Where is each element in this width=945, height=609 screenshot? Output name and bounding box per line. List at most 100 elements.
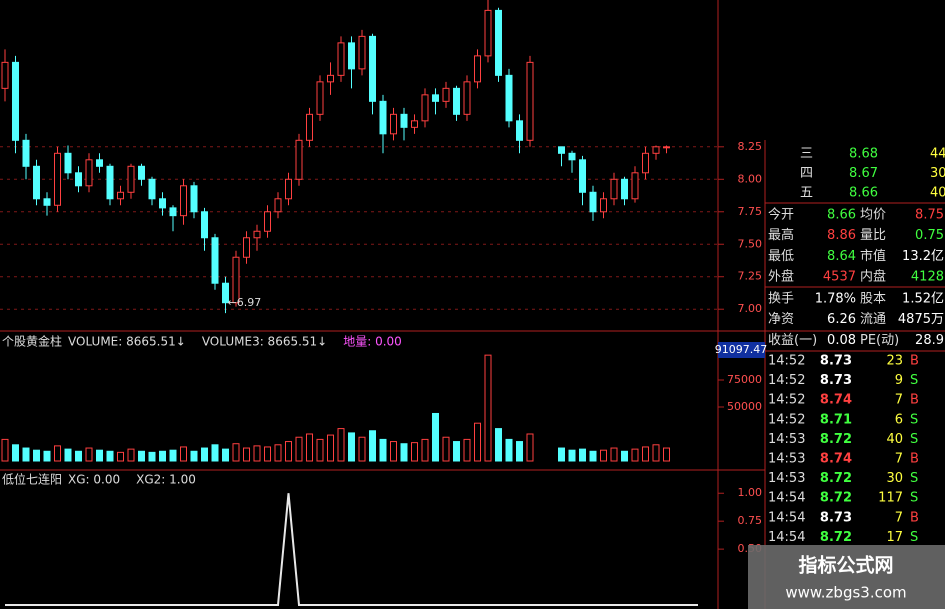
candle-body bbox=[453, 87, 460, 115]
indicator-label: VOLUME: 8665.51↓ bbox=[68, 335, 186, 349]
indicator-label: XG2: 1.00 bbox=[136, 473, 196, 487]
candle-body bbox=[568, 152, 576, 161]
quote-label: 换手 bbox=[768, 292, 794, 307]
volume-bar bbox=[411, 442, 418, 462]
trade-time: 14:53 bbox=[768, 432, 805, 447]
volume-bar bbox=[453, 441, 460, 462]
trade-price: 8.72 bbox=[820, 530, 852, 545]
volume-bar bbox=[390, 441, 397, 462]
candle-body bbox=[505, 74, 513, 122]
volume-bar bbox=[138, 450, 145, 462]
volume-bar bbox=[12, 444, 19, 462]
low-annotation: ←6.97 bbox=[228, 296, 262, 309]
candle-body bbox=[579, 159, 586, 193]
volume-bar bbox=[148, 451, 156, 462]
quote-label: 今开 bbox=[768, 207, 794, 223]
trade-side: S bbox=[910, 471, 918, 486]
trade-time: 14:53 bbox=[768, 452, 805, 467]
candle-body bbox=[222, 282, 229, 304]
y-tick-label: 7.75 bbox=[738, 205, 763, 218]
volume-bar bbox=[652, 444, 660, 462]
volume-bar bbox=[505, 438, 513, 462]
quote-value: 8.64 bbox=[827, 249, 856, 264]
volume-bar bbox=[54, 445, 61, 462]
candle-body bbox=[117, 191, 124, 200]
quote-label: 股本 bbox=[860, 292, 886, 307]
candle-body bbox=[474, 55, 481, 83]
trade-time: 14:52 bbox=[768, 412, 805, 427]
watermark-url: www.zbgs3.com bbox=[785, 584, 906, 602]
order-label: 三 bbox=[800, 147, 813, 162]
candle-body bbox=[264, 211, 271, 232]
volume-bar bbox=[526, 433, 534, 462]
candle-body bbox=[526, 61, 534, 141]
trade-price: 8.72 bbox=[820, 491, 852, 506]
volume-bar bbox=[180, 446, 187, 462]
volume-bar bbox=[558, 447, 565, 462]
trade-volume: 17 bbox=[886, 530, 903, 545]
volume-bar bbox=[211, 444, 219, 462]
quote-label: 均价 bbox=[860, 208, 886, 223]
trade-side: S bbox=[910, 373, 918, 388]
trade-time: 14:52 bbox=[768, 373, 805, 388]
candle-body bbox=[631, 172, 639, 200]
volume-bar bbox=[264, 446, 271, 462]
candle-body bbox=[285, 178, 292, 200]
trade-side: B bbox=[910, 393, 919, 408]
y-tick-label: 7.50 bbox=[738, 237, 763, 250]
candle-body bbox=[295, 139, 303, 180]
volume-bar bbox=[631, 448, 639, 462]
candle-body bbox=[127, 165, 135, 193]
quote-value: 13.2亿 bbox=[902, 249, 944, 264]
candle-body bbox=[652, 146, 660, 154]
indicator-label: 地量: 0.00 bbox=[343, 335, 402, 349]
order-volume: 40 bbox=[930, 186, 945, 201]
volume-bar bbox=[663, 447, 670, 462]
watermark-box bbox=[748, 545, 945, 609]
y-tick-label: 7.25 bbox=[738, 270, 763, 283]
quote-label: PE(动) bbox=[860, 333, 899, 348]
candle-body bbox=[421, 94, 429, 122]
quote-value: 8.86 bbox=[827, 228, 856, 243]
candle-body bbox=[484, 9, 492, 57]
candle-body bbox=[148, 178, 156, 200]
candle-body bbox=[411, 120, 418, 128]
trade-volume: 40 bbox=[886, 432, 903, 447]
volume-bar bbox=[106, 450, 114, 462]
quote-label: 市值 bbox=[860, 248, 886, 264]
candle-body bbox=[75, 172, 82, 187]
candle-body bbox=[558, 146, 565, 154]
watermark-title: 指标公式网 bbox=[798, 554, 893, 577]
candle-body bbox=[306, 113, 313, 141]
quote-value: 0.75 bbox=[915, 228, 944, 243]
volume-bar bbox=[253, 445, 261, 462]
candle-body bbox=[327, 74, 334, 83]
trade-side: B bbox=[910, 510, 919, 525]
volume-bar bbox=[621, 450, 628, 462]
volume-bar bbox=[169, 449, 177, 462]
volume-bar bbox=[589, 450, 597, 462]
trade-time: 14:54 bbox=[768, 491, 805, 506]
indicator-label: VOLUME3: 8665.51↓ bbox=[202, 335, 327, 349]
trade-side: S bbox=[910, 530, 918, 545]
trade-side: B bbox=[910, 354, 919, 369]
quote-value: 4875万 bbox=[898, 312, 944, 327]
volume-bar bbox=[369, 430, 376, 462]
quote-label: 量比 bbox=[860, 228, 886, 243]
volume-bar bbox=[610, 447, 618, 462]
volume-bar bbox=[159, 450, 166, 462]
candle-body bbox=[663, 146, 670, 149]
candle-body bbox=[22, 139, 30, 167]
volume-bar bbox=[75, 450, 82, 462]
volume-bar bbox=[432, 412, 439, 462]
volume-bar bbox=[43, 450, 51, 462]
quote-value: 1.52亿 bbox=[902, 292, 944, 307]
volume-bar bbox=[484, 354, 492, 462]
candle-body bbox=[495, 9, 502, 76]
y-tick-label: 7.00 bbox=[738, 302, 763, 315]
order-label: 五 bbox=[800, 186, 813, 201]
candle-body bbox=[159, 198, 166, 209]
quote-label: 最高 bbox=[768, 227, 794, 243]
candle-body bbox=[33, 165, 40, 200]
